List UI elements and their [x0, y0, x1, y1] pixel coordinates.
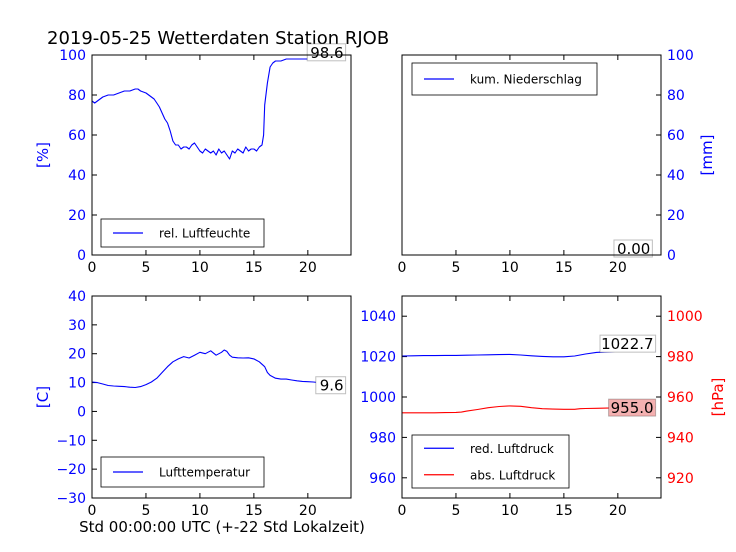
precipitation-ytick-label: 100 — [667, 48, 694, 64]
precipitation-ytick-label: 40 — [667, 168, 685, 184]
humidity-xtick-label: 0 — [88, 260, 97, 276]
pressure-ytick-right-label: 1000 — [667, 309, 703, 325]
temperature-ytick-label: 10 — [68, 376, 86, 392]
temperature-ytick-label: 40 — [68, 289, 86, 305]
last-value-label-box — [306, 43, 347, 62]
precipitation-xtick-label: 0 — [398, 260, 407, 276]
pressure-legend-label: abs. Luftdruck — [470, 468, 555, 482]
temperature-plot-frame — [91, 295, 352, 499]
precipitation-panel: 0 5 10 15 20 0 20 40 60 80 100 [mm] 0.00 kum. Nieders… — [398, 48, 716, 276]
temperature-ytick-label: −10 — [56, 433, 86, 449]
humidity-xtick-label: 5 — [141, 260, 150, 276]
pressure-ytick-right-label: 920 — [667, 471, 694, 487]
humidity-ytick-label: 0 — [77, 248, 86, 264]
precipitation-xtick-label: 20 — [609, 260, 627, 276]
figure-title: 2019-05-25 Wetterdaten Station RJOB — [47, 28, 389, 49]
pressure-xtick-label: 5 — [451, 503, 460, 519]
precipitation-plot-frame — [401, 54, 662, 256]
pressure-ytick-right-label: 980 — [667, 350, 694, 366]
temperature-legend-label: Lufttemperatur — [159, 466, 250, 480]
last-value-label-box — [315, 376, 347, 395]
temperature-xtick-label: 5 — [141, 503, 150, 519]
pressure-panel: 0 5 10 15 20 960 980 1000 1020 1040 920 940 960 980 10… — [360, 295, 727, 519]
temperature-xtick-label: 0 — [88, 503, 97, 519]
precipitation-xtick-label: 15 — [555, 260, 573, 276]
precipitation-ytick-label: 0 — [667, 248, 676, 264]
pressure-xtick-label: 15 — [555, 503, 573, 519]
pressure-ytick-right-label: 940 — [667, 430, 694, 446]
last-value-label: 9.6 — [320, 377, 344, 395]
temperature-ylabel: [C] — [34, 386, 52, 408]
last-value-label-box — [613, 239, 653, 258]
humidity-xtick-label: 20 — [299, 260, 317, 276]
pressure-xtick-label: 20 — [609, 503, 627, 519]
last-value-label: 98.6 — [310, 44, 343, 62]
temperature-ytick-label: −30 — [56, 491, 86, 507]
precipitation-xtick-label: 5 — [451, 260, 460, 276]
pressure-ytick-label: 980 — [369, 430, 396, 446]
humidity-xtick-label: 10 — [191, 260, 209, 276]
precipitation-ytick-label: 20 — [667, 208, 685, 224]
pressure-ytick-right-label: 960 — [667, 390, 694, 406]
temperature-ytick-label: 0 — [77, 404, 86, 420]
last-value-label: 1022.7 — [601, 335, 654, 353]
temperature-xtick-label: 15 — [245, 503, 263, 519]
temperature-xtick-label: 20 — [299, 503, 317, 519]
precipitation-xtick-label: 10 — [501, 260, 519, 276]
precipitation-ylabel: [mm] — [698, 135, 716, 176]
pressure-ylabel: [hPa] — [709, 378, 727, 417]
temperature-xtick-label: 10 — [191, 503, 209, 519]
humidity-series-line — [91, 56, 346, 160]
humidity-xtick-label: 15 — [245, 260, 263, 276]
pressure-plot-frame — [401, 295, 662, 499]
pressure-legend-label: red. Luftdruck — [470, 442, 554, 456]
pressure-legend-box — [411, 434, 570, 489]
humidity-ylabel: [%] — [34, 142, 52, 168]
humidity-ytick-label: 20 — [68, 208, 86, 224]
temperature-panel: 0 5 10 15 20 −30 −20 −10 0 10 20 30 40 [C] 9.6 Lufttemp… — [34, 289, 352, 519]
pressure-xtick-label: 0 — [398, 503, 407, 519]
temperature-ytick-label: −20 — [56, 462, 86, 478]
x-axis-label: Std 00:00:00 UTC (+-22 Std Lokalzeit) — [79, 518, 365, 536]
last-value-label-box — [599, 334, 657, 353]
humidity-ytick-label: 80 — [68, 88, 86, 104]
temperature-series-line — [91, 349, 346, 389]
pressure-ytick-label: 1000 — [360, 390, 396, 406]
humidity-ytick-label: 60 — [68, 128, 86, 144]
humidity-ytick-label: 100 — [59, 48, 86, 64]
last-value-label-2: 955.0 — [611, 399, 654, 417]
temperature-ytick-label: 30 — [68, 318, 86, 334]
pressure-ytick-label: 960 — [369, 471, 396, 487]
humidity-ytick-label: 40 — [68, 168, 86, 184]
humidity-plot-frame — [91, 54, 352, 256]
pressure-ytick-label: 1040 — [360, 309, 396, 325]
last-value-label-2-box — [608, 398, 657, 417]
precipitation-ytick-label: 80 — [667, 88, 685, 104]
precipitation-ytick-label: 60 — [667, 128, 685, 144]
precipitation-legend-label: kum. Niederschlag — [470, 73, 582, 87]
pressure-ytick-label: 1020 — [360, 350, 396, 366]
humidity-panel: 0 5 10 15 20 0 20 40 60 80 100 [%] 98.6 rel. Luftfeuc… — [34, 43, 352, 276]
humidity-legend-label: rel. Luftfeuchte — [159, 227, 250, 241]
temperature-ytick-label: 20 — [68, 347, 86, 363]
last-value-label: 0.00 — [617, 240, 650, 258]
pressure-xtick-label: 10 — [501, 503, 519, 519]
